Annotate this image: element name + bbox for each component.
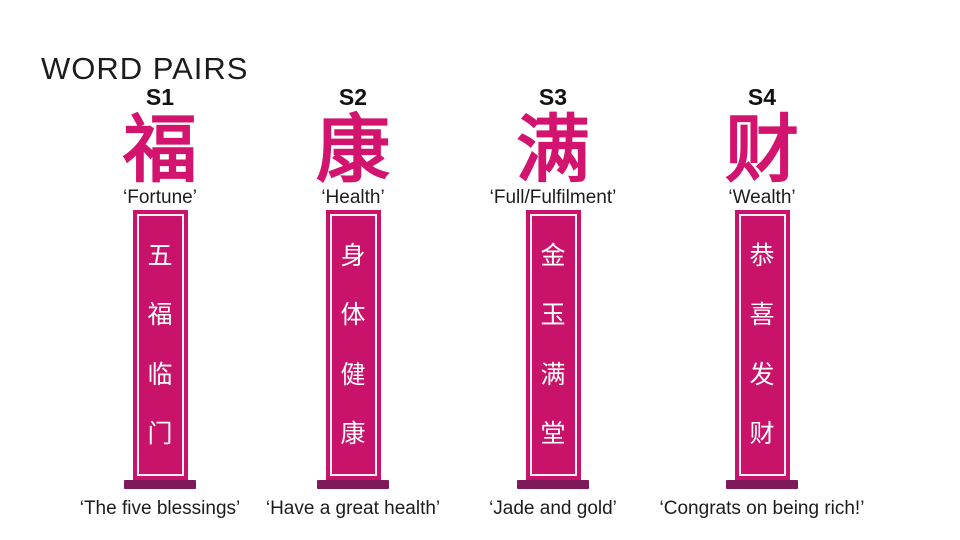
- scroll-rod-s4: [726, 480, 798, 489]
- scroll-banner-inner-s2: 身 体 健 康: [329, 214, 377, 476]
- hanzi-character-health: 康: [316, 107, 390, 193]
- banner-character: 身: [340, 240, 366, 270]
- banner-character: 体: [340, 300, 366, 330]
- banner-character: 五: [147, 240, 173, 270]
- sample-label-s4: S4: [747, 84, 777, 110]
- caption-text-s1: ‘The five blessings’: [79, 498, 241, 519]
- banner-character: 堂: [540, 419, 566, 449]
- scroll-rod-s3: [517, 480, 589, 489]
- scroll-rod-s1: [124, 480, 196, 489]
- meaning-text-s1: ‘Fortune’: [123, 187, 197, 208]
- banner-character: 康: [340, 419, 366, 449]
- banner-character: 发: [749, 359, 775, 389]
- sample-label-s1: S1: [145, 84, 175, 110]
- sample-label-s2: S2: [338, 84, 368, 110]
- meaning-text-s4: ‘Wealth’: [728, 187, 796, 208]
- hanzi-character-wealth: 财: [725, 107, 799, 193]
- caption-text-s2: ‘Have a great health’: [265, 498, 441, 519]
- scroll-banner-s3: 金 玉 满 堂: [525, 210, 581, 480]
- scroll-banner-inner-s4: 恭 喜 发 财: [738, 214, 786, 476]
- scroll-rod-s2: [317, 480, 389, 489]
- banner-character: 福: [147, 300, 173, 330]
- hanzi-character-full: 满: [516, 107, 590, 193]
- scroll-banner-s4: 恭 喜 发 财: [734, 210, 790, 480]
- meaning-text-s2: ‘Health’: [321, 187, 385, 208]
- word-pair-column-s4: S4 财 ‘Wealth’ 恭 喜 发 财 ‘Congrats on being…: [652, 84, 872, 520]
- hanzi-character-fortune: 福: [123, 107, 197, 193]
- banner-character: 满: [540, 359, 566, 389]
- page-title: WORD PAIRS: [41, 50, 249, 86]
- caption-text-s4: ‘Congrats on being rich!’: [659, 498, 865, 519]
- banner-character: 恭: [749, 240, 775, 270]
- scroll-banner-s2: 身 体 健 康: [325, 210, 381, 480]
- banner-character: 临: [147, 359, 173, 389]
- banner-character: 财: [749, 419, 775, 449]
- banner-character: 喜: [749, 300, 775, 330]
- banner-character: 健: [340, 359, 366, 389]
- banner-character: 门: [147, 419, 173, 449]
- scroll-banner-s1: 五 福 临 门: [132, 210, 188, 480]
- caption-text-s3: ‘Jade and gold’: [489, 498, 617, 519]
- word-pair-column-s2: S2 康 ‘Health’ 身 体 健 康 ‘Have a great heal…: [243, 84, 463, 520]
- banner-character: 玉: [540, 300, 566, 330]
- scroll-banner-inner-s1: 五 福 临 门: [136, 214, 184, 476]
- word-pair-column-s3: S3 满 ‘Full/Fulfilment’ 金 玉 满 堂 ‘Jade and…: [443, 84, 663, 520]
- sample-label-s3: S3: [538, 84, 568, 110]
- scroll-banner-inner-s3: 金 玉 满 堂: [529, 214, 577, 476]
- meaning-text-s3: ‘Full/Fulfilment’: [489, 187, 617, 208]
- banner-character: 金: [540, 240, 566, 270]
- word-pair-column-s1: S1 福 ‘Fortune’ 五 福 临 门 ‘The five blessin…: [50, 84, 270, 520]
